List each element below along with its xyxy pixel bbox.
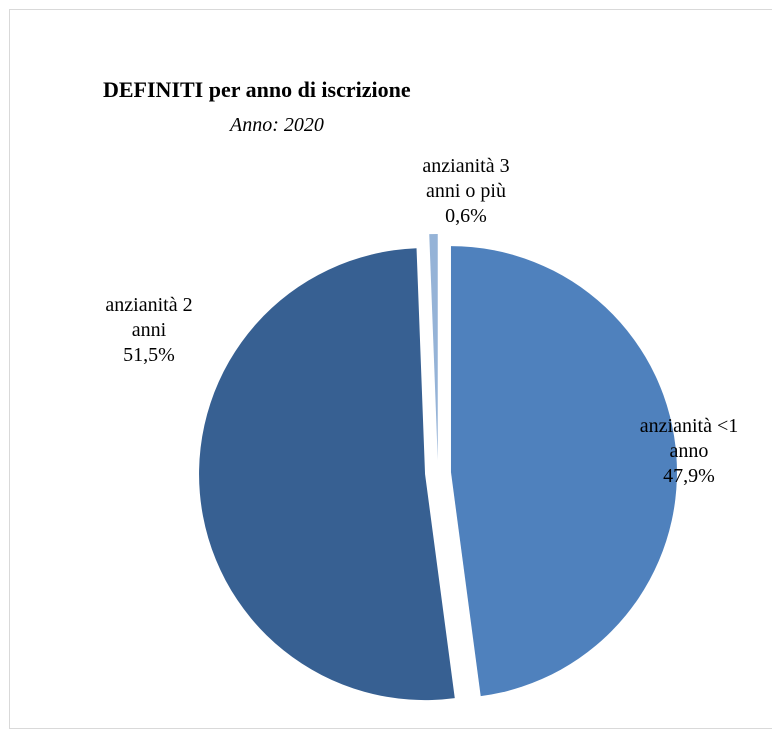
pie-slice-less-than-1-year bbox=[450, 246, 677, 697]
slice-value-label: 47,9% bbox=[663, 465, 715, 487]
slice-label-3-years-or-more: anzianità 3 anni o più 0,6% bbox=[422, 154, 509, 229]
chart-subtitle: Anno: 2020 bbox=[230, 114, 324, 136]
slice-label-line: anzianità <1 bbox=[639, 415, 739, 437]
slice-value-label: 51,5% bbox=[123, 344, 175, 366]
slice-label-line: anno bbox=[669, 440, 709, 462]
slice-label-line: anzianità 2 bbox=[105, 294, 193, 316]
slice-label-line: anni bbox=[131, 319, 167, 341]
pie-slice-2-years bbox=[199, 248, 455, 701]
slice-label-line: anzianità 3 bbox=[422, 155, 510, 177]
slice-label-2-years: anzianità 2 anni 51,5% bbox=[105, 293, 192, 368]
pie-slice-3-years-or-more bbox=[429, 234, 438, 461]
slice-label-line: anni o più bbox=[426, 180, 506, 202]
slice-value-label: 0,6% bbox=[445, 205, 487, 227]
chart-title: DEFINITI per anno di iscrizione bbox=[103, 77, 411, 102]
slice-label-less-than-1-year: anzianità <1 anno 47,9% bbox=[640, 414, 738, 489]
